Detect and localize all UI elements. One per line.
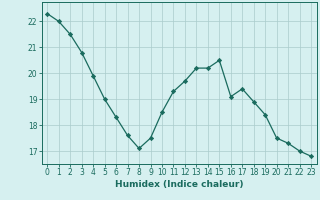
X-axis label: Humidex (Indice chaleur): Humidex (Indice chaleur) [115,180,244,189]
